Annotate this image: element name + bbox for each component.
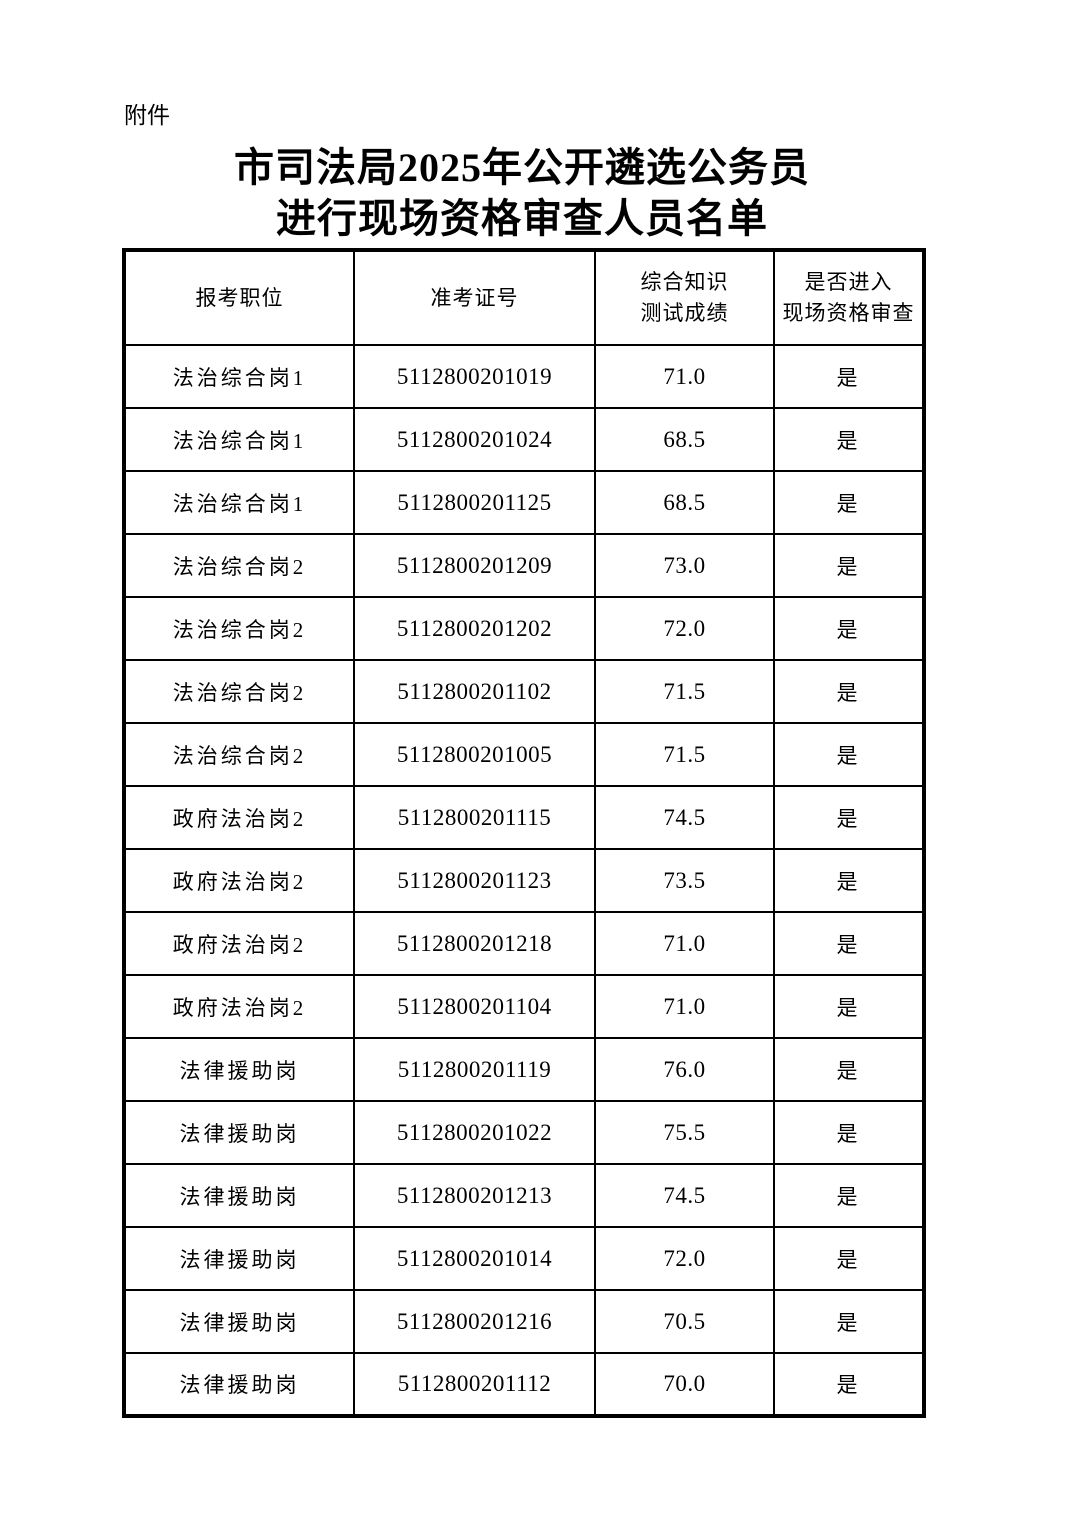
- table-row: 法治综合岗2 5112800201005 71.5 是: [123, 722, 925, 787]
- review-status-cell: 是: [773, 1037, 925, 1102]
- review-status-cell: 是: [773, 659, 925, 724]
- ticket-number-cell: 5112800201125: [353, 470, 596, 535]
- header-row: 报考职位 准考证号 综合知识 测试成绩 是否进入 现场资格审查: [123, 249, 925, 346]
- table-row: 法律援助岗 5112800201213 74.5 是: [123, 1163, 925, 1228]
- score-cell: 72.0: [594, 596, 775, 661]
- table-row: 法治综合岗1 5112800201024 68.5 是: [123, 407, 925, 472]
- ticket-number-cell: 5112800201104: [353, 974, 596, 1039]
- position-cell: 政府法治岗2: [123, 848, 355, 913]
- score-cell: 71.0: [594, 974, 775, 1039]
- review-status-cell: 是: [773, 722, 925, 787]
- ticket-number-cell: 5112800201209: [353, 533, 596, 598]
- attachment-label: 附件: [124, 102, 170, 128]
- table-row: 法律援助岗 5112800201112 70.0 是: [123, 1352, 925, 1417]
- review-status-cell: 是: [773, 1163, 925, 1228]
- document-title: 市司法局2025年公开遴选公务员 进行现场资格审查人员名单: [0, 142, 1044, 244]
- review-status-cell: 是: [773, 848, 925, 913]
- position-cell: 法律援助岗: [123, 1352, 355, 1417]
- score-cell: 71.0: [594, 344, 775, 409]
- position-cell: 法治综合岗1: [123, 407, 355, 472]
- table-row: 法律援助岗 5112800201022 75.5 是: [123, 1100, 925, 1165]
- review-table: 报考职位 准考证号 综合知识 测试成绩 是否进入 现场资格审查 法治综合岗1 51…: [122, 248, 926, 1418]
- review-status-cell: 是: [773, 596, 925, 661]
- score-cell: 73.5: [594, 848, 775, 913]
- title-line-2: 进行现场资格审查人员名单: [276, 196, 768, 241]
- position-cell: 法律援助岗: [123, 1226, 355, 1291]
- review-status-cell: 是: [773, 407, 925, 472]
- review-status-cell: 是: [773, 785, 925, 850]
- ticket-number-cell: 5112800201005: [353, 722, 596, 787]
- header-ticket-number: 准考证号: [353, 249, 596, 346]
- table-row: 政府法治岗2 5112800201104 71.0 是: [123, 974, 925, 1039]
- score-cell: 76.0: [594, 1037, 775, 1102]
- review-table-head: 报考职位 准考证号 综合知识 测试成绩 是否进入 现场资格审查: [123, 249, 925, 346]
- table-row: 政府法治岗2 5112800201115 74.5 是: [123, 785, 925, 850]
- position-cell: 法治综合岗2: [123, 596, 355, 661]
- ticket-number-cell: 5112800201202: [353, 596, 596, 661]
- table-row: 法治综合岗2 5112800201102 71.5 是: [123, 659, 925, 724]
- table-row: 法治综合岗2 5112800201209 73.0 是: [123, 533, 925, 598]
- score-cell: 70.0: [594, 1352, 775, 1417]
- ticket-number-cell: 5112800201115: [353, 785, 596, 850]
- position-cell: 法律援助岗: [123, 1037, 355, 1102]
- position-cell: 政府法治岗2: [123, 785, 355, 850]
- review-status-cell: 是: [773, 1226, 925, 1291]
- review-table-body: 法治综合岗1 5112800201019 71.0 是法治综合岗1 5112800201…: [123, 344, 925, 1417]
- ticket-number-cell: 5112800201102: [353, 659, 596, 724]
- header-review-status: 是否进入 现场资格审查: [773, 249, 925, 346]
- position-cell: 法律援助岗: [123, 1100, 355, 1165]
- score-cell: 74.5: [594, 785, 775, 850]
- score-cell: 70.5: [594, 1289, 775, 1354]
- table-row: 政府法治岗2 5112800201218 71.0 是: [123, 911, 925, 976]
- score-cell: 68.5: [594, 407, 775, 472]
- review-status-cell: 是: [773, 533, 925, 598]
- ticket-number-cell: 5112800201213: [353, 1163, 596, 1228]
- score-cell: 71.5: [594, 722, 775, 787]
- table-row: 法治综合岗2 5112800201202 72.0 是: [123, 596, 925, 661]
- review-status-cell: 是: [773, 1352, 925, 1417]
- position-cell: 法律援助岗: [123, 1289, 355, 1354]
- score-cell: 73.0: [594, 533, 775, 598]
- ticket-number-cell: 5112800201022: [353, 1100, 596, 1165]
- position-cell: 法治综合岗2: [123, 722, 355, 787]
- table-row: 法律援助岗 5112800201014 72.0 是: [123, 1226, 925, 1291]
- ticket-number-cell: 5112800201014: [353, 1226, 596, 1291]
- table-row: 政府法治岗2 5112800201123 73.5 是: [123, 848, 925, 913]
- title-line-1: 市司法局2025年公开遴选公务员: [234, 145, 810, 190]
- review-status-cell: 是: [773, 974, 925, 1039]
- review-status-cell: 是: [773, 911, 925, 976]
- header-position: 报考职位: [123, 249, 355, 346]
- review-status-cell: 是: [773, 470, 925, 535]
- position-cell: 法治综合岗1: [123, 470, 355, 535]
- ticket-number-cell: 5112800201119: [353, 1037, 596, 1102]
- ticket-number-cell: 5112800201024: [353, 407, 596, 472]
- table-row: 法律援助岗 5112800201216 70.5 是: [123, 1289, 925, 1354]
- table-row: 法治综合岗1 5112800201125 68.5 是: [123, 470, 925, 535]
- review-status-cell: 是: [773, 1100, 925, 1165]
- score-cell: 71.5: [594, 659, 775, 724]
- score-cell: 72.0: [594, 1226, 775, 1291]
- review-status-cell: 是: [773, 344, 925, 409]
- score-cell: 68.5: [594, 470, 775, 535]
- header-score: 综合知识 测试成绩: [594, 249, 775, 346]
- position-cell: 法治综合岗1: [123, 344, 355, 409]
- ticket-number-cell: 5112800201123: [353, 848, 596, 913]
- position-cell: 法治综合岗2: [123, 659, 355, 724]
- position-cell: 法治综合岗2: [123, 533, 355, 598]
- ticket-number-cell: 5112800201216: [353, 1289, 596, 1354]
- score-cell: 74.5: [594, 1163, 775, 1228]
- position-cell: 政府法治岗2: [123, 974, 355, 1039]
- score-cell: 71.0: [594, 911, 775, 976]
- ticket-number-cell: 5112800201218: [353, 911, 596, 976]
- review-status-cell: 是: [773, 1289, 925, 1354]
- position-cell: 政府法治岗2: [123, 911, 355, 976]
- table-row: 法律援助岗 5112800201119 76.0 是: [123, 1037, 925, 1102]
- score-cell: 75.5: [594, 1100, 775, 1165]
- ticket-number-cell: 5112800201112: [353, 1352, 596, 1417]
- ticket-number-cell: 5112800201019: [353, 344, 596, 409]
- position-cell: 法律援助岗: [123, 1163, 355, 1228]
- table-row: 法治综合岗1 5112800201019 71.0 是: [123, 344, 925, 409]
